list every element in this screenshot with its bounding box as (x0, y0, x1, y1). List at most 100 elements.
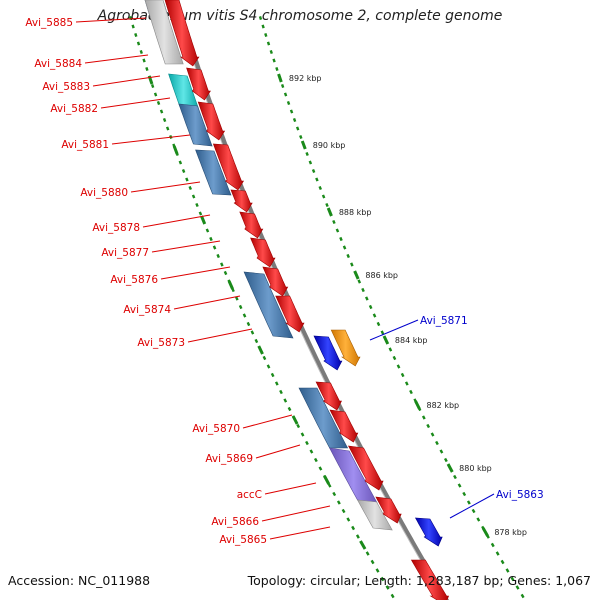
forward-gene-arrow (410, 559, 450, 600)
ruler-dot (142, 58, 146, 63)
ruler-dot (191, 194, 196, 199)
inner-major-tick (323, 475, 331, 485)
ruler-dot (375, 568, 380, 573)
ruler-dot (205, 228, 210, 233)
inner-major-tick (257, 345, 264, 355)
ruler-major-tick (382, 335, 390, 345)
gene-label-left: Avi_5880 (80, 187, 128, 199)
ruler-dot (212, 245, 217, 250)
ruler-dot (505, 568, 510, 573)
map-title: Agrobacterium vitis S4 chromosome 2, com… (97, 8, 503, 24)
ruler-dot (165, 126, 170, 131)
gene-label-left: Avi_5874 (123, 304, 171, 316)
ruler-dot (439, 449, 444, 454)
ruler-dot (266, 41, 271, 46)
label-layer: Avi_5885 Avi_5884 Avi_5883 Avi_5882 Avi_5881… (25, 17, 543, 546)
forward-gene-arrow (329, 409, 359, 443)
ruler-tick-layer: 892 kbp 890 kbp 888 kbp 886 kbp 884 kbp 882 k… (128, 16, 527, 599)
ruler-dot (308, 160, 313, 165)
ruler-label: 884 kbp (395, 336, 428, 345)
ruler-dot (159, 109, 164, 114)
ruler-major-tick (446, 463, 454, 473)
gene-label-left: Avi_5876 (110, 274, 158, 286)
ruler-dot (274, 381, 279, 386)
leader-line (449, 493, 495, 519)
forward-gene-arrow (315, 381, 342, 411)
ruler-dot (264, 33, 268, 37)
ruler-major-tick (300, 140, 307, 150)
reverse-gene (144, 0, 184, 65)
accession-text: Accession: NC_011988 (8, 573, 151, 588)
reverse-gene (178, 103, 213, 147)
ruler-major-tick (414, 400, 421, 410)
forward-gene-arrow (164, 0, 200, 67)
ruler-dot (335, 228, 340, 233)
ruler-dot (315, 177, 319, 182)
ruler-dot (150, 84, 155, 88)
ruler-dot (380, 330, 385, 335)
ruler-dot (520, 593, 525, 599)
ruler-dot (346, 517, 351, 522)
gene-label-left: accC (237, 489, 262, 501)
ruler-major-tick (481, 527, 489, 537)
ruler-dot (495, 551, 500, 556)
ruler-dot (346, 253, 350, 259)
gene-label-left: Avi_5881 (61, 139, 109, 151)
leader-line (100, 97, 171, 109)
ruler-dot (400, 372, 405, 378)
ruler-dot (198, 211, 203, 216)
ruler-major-tick (326, 207, 333, 217)
ruler-dot (355, 534, 360, 539)
leader-line (173, 295, 241, 310)
leader-line (242, 414, 293, 429)
leader-line (111, 134, 191, 145)
gene-label-right: Avi_5871 (420, 315, 468, 327)
reverse-gene (195, 149, 232, 196)
ruler-dot (216, 253, 220, 259)
gene-label-right: Avi_5863 (496, 489, 544, 501)
leader-line (92, 75, 161, 87)
ruler-dot (258, 16, 263, 20)
ruler-dot (332, 219, 336, 225)
forward-gene-arrow (347, 445, 384, 491)
ruler-label: 886 kbp (365, 271, 398, 280)
ruler-dot (269, 50, 273, 54)
ruler-dot (426, 423, 431, 429)
ruler-dot (380, 576, 385, 582)
ruler-dot (209, 236, 213, 242)
ruler-dot (443, 457, 448, 463)
gene-label-left: Avi_5865 (219, 534, 267, 546)
gene-label-left: Avi_5882 (50, 103, 98, 115)
ruler-dot (287, 406, 292, 412)
ruler-major-tick (353, 270, 360, 280)
ruler-label: 888 kbp (339, 208, 372, 217)
leader-line (151, 240, 221, 253)
ruler-dot (421, 415, 426, 420)
ruler-label: 890 kbp (313, 141, 346, 150)
ruler-dot (336, 500, 341, 505)
ruler-dot (283, 92, 288, 97)
gene-label-left: Avi_5877 (101, 247, 149, 259)
ruler-dot (466, 500, 471, 505)
ruler-dot (372, 313, 377, 318)
ruler-label: 880 kbp (459, 464, 492, 473)
leader-line (84, 54, 149, 64)
forward-gene-arrow (186, 67, 211, 101)
ruler-dot (313, 457, 318, 463)
ruler-dot (457, 483, 462, 488)
outer-gene-avi-5871 (330, 329, 361, 367)
leader-line (255, 444, 301, 459)
ruler-dot (515, 585, 520, 590)
ruler-dot (327, 483, 332, 488)
ruler-label: 878 kbp (494, 528, 527, 537)
ruler-dot (490, 542, 495, 548)
ruler-dot (361, 287, 365, 293)
ruler-dot (279, 389, 283, 395)
ruler-dot (153, 92, 158, 97)
reverse-gene (356, 499, 393, 531)
outer-tick-track (258, 16, 525, 599)
ruler-dot (368, 304, 373, 310)
ruler-dot (453, 474, 457, 480)
ruler-dot (134, 33, 138, 37)
